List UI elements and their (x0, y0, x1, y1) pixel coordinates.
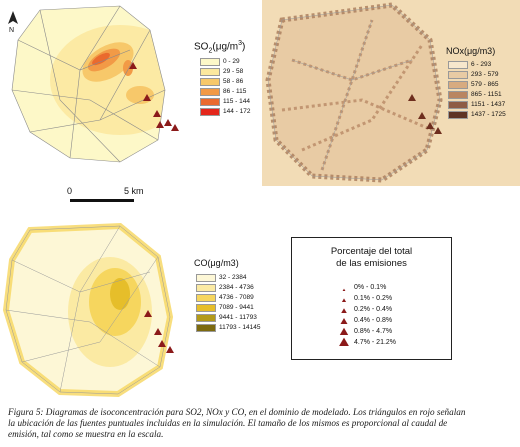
emissions-legend-label: 0% - 0.1% (354, 283, 387, 291)
nox-legend-label: 1437 - 1725 (471, 110, 506, 118)
north-label: N (9, 27, 15, 34)
so2-legend-title: SO2(μg/m3) (194, 40, 246, 55)
emissions-legend-label: 0.8% - 4.7% (354, 327, 393, 335)
so2-legend-row: 29 - 58 (200, 67, 243, 76)
nox-legend-row: 1437 - 1725 (448, 110, 506, 119)
north-arrow-icon (8, 11, 18, 24)
emissions-legend-label: 4.7% - 21.2% (354, 338, 397, 346)
co-legend-row: 32 - 2384 (196, 273, 246, 282)
nox-legend-swatch (448, 110, 468, 119)
co-legend-swatch (196, 303, 216, 312)
so2-legend-label: 86 - 115 (223, 87, 247, 95)
so2-legend-row: 0 - 29 (200, 57, 240, 66)
nox-legend-label: 865 - 1151 (471, 90, 502, 98)
so2-source-markers (129, 62, 179, 131)
scale-bar (70, 199, 134, 202)
nox-source-markers (408, 94, 442, 134)
nox-legend-swatch (448, 60, 468, 69)
emissions-legend-box: Porcentaje del total de las emisiones 0%… (291, 237, 452, 360)
nox-map-graphic (262, 0, 520, 186)
so2-legend-swatch (200, 97, 220, 106)
co-map-graphic (2, 222, 174, 398)
scale-start-label: 0 (67, 186, 73, 196)
co-legend-row: 7089 - 9441 (196, 303, 254, 312)
co-legend-title: CO(μg/m3) (194, 258, 239, 268)
emissions-legend-row: 4.7% - 21.2% (338, 337, 396, 347)
nox-legend-label: 1151 - 1437 (471, 100, 506, 108)
co-map (0, 222, 185, 402)
co-legend-label: 2384 - 4736 (219, 283, 254, 291)
caption-line-2: la ubicación de las fuentes puntuales in… (8, 418, 448, 428)
caption-line-3: emisión, tal como se muestra en la escal… (8, 429, 164, 439)
emissions-legend-label: 0.2% - 0.4% (354, 305, 393, 313)
so2-legend-swatch (200, 87, 220, 96)
so2-map (0, 0, 185, 180)
so2-legend-row: 58 - 86 (200, 77, 243, 86)
caption-line-1: Figura 5: Diagramas de isoconcentración … (8, 407, 466, 417)
so2-legend-label: 29 - 58 (223, 67, 244, 75)
so2-legend-label: 0 - 29 (223, 57, 240, 65)
nox-legend-row: 865 - 1151 (448, 90, 502, 99)
co-legend-swatch (196, 323, 216, 332)
emissions-legend-row: 0.1% - 0.2% (338, 293, 392, 303)
triangle-marker-icon (338, 315, 350, 325)
emissions-legend-row: 0.4% - 0.8% (338, 315, 392, 325)
co-legend-row: 11793 - 14145 (196, 323, 260, 332)
emissions-legend-row: 0.2% - 0.4% (338, 304, 392, 314)
nox-legend-row: 293 - 579 (448, 70, 498, 79)
emissions-legend-title-line1: Porcentaje del total (330, 246, 413, 257)
co-legend-row: 4736 - 7089 (196, 293, 254, 302)
triangle-marker-icon (338, 326, 350, 336)
so2-legend-label: 58 - 86 (223, 77, 244, 85)
emissions-legend-label: 0.1% - 0.2% (354, 294, 393, 302)
so2-legend-swatch (200, 77, 220, 86)
emissions-legend-row: 0% - 0.1% (338, 282, 386, 292)
so2-legend-row: 115 - 144 (200, 97, 250, 106)
so2-legend-label: 115 - 144 (223, 97, 250, 105)
co-legend-label: 32 - 2384 (219, 273, 247, 281)
so2-map-graphic (11, 5, 179, 163)
nox-legend-swatch (448, 90, 468, 99)
nox-legend-swatch (448, 70, 468, 79)
so2-legend-row: 144 - 172 (200, 107, 250, 116)
emissions-legend-label: 0.4% - 0.8% (354, 316, 393, 324)
co-legend-swatch (196, 313, 216, 322)
nox-legend-label: 579 - 865 (471, 80, 499, 88)
nox-legend-swatch (448, 100, 468, 109)
nox-legend-title: NOx(μg/m3) (446, 46, 496, 56)
triangle-marker-icon (338, 304, 350, 314)
so2-legend-swatch (200, 67, 220, 76)
figure-caption: Figura 5: Diagramas de isoconcentración … (8, 407, 514, 440)
so2-legend-row: 86 - 115 (200, 87, 246, 96)
emissions-legend-title-line2: de las emisiones (336, 258, 407, 269)
co-legend-swatch (196, 273, 216, 282)
so2-legend-label: 144 - 172 (223, 107, 251, 115)
triangle-marker-icon (338, 337, 350, 347)
co-legend-label: 11793 - 14145 (219, 323, 261, 331)
nox-legend-row: 1151 - 1437 (448, 100, 505, 109)
nox-legend-label: 293 - 579 (471, 70, 499, 78)
co-legend-swatch (196, 293, 216, 302)
nox-legend-swatch (448, 80, 468, 89)
nox-legend-row: 6 - 293 (448, 60, 491, 69)
nox-legend-label: 6 - 293 (471, 60, 492, 68)
co-legend-row: 9441 - 11793 (196, 313, 257, 322)
so2-legend-swatch (200, 107, 220, 116)
co-legend-label: 9441 - 11793 (219, 313, 257, 321)
scale-end-label: 5 km (124, 186, 144, 196)
nox-map (262, 0, 520, 186)
co-source-markers (144, 310, 174, 353)
co-legend-label: 4736 - 7089 (219, 293, 254, 301)
triangle-marker-icon (338, 293, 350, 303)
north-arrow: N (6, 10, 20, 36)
so2-legend-swatch (200, 57, 220, 66)
co-legend-swatch (196, 283, 216, 292)
co-legend-row: 2384 - 4736 (196, 283, 254, 292)
co-legend-label: 7089 - 9441 (219, 303, 254, 311)
emissions-legend-row: 0.8% - 4.7% (338, 326, 392, 336)
nox-legend-row: 579 - 865 (448, 80, 498, 89)
triangle-marker-icon (338, 282, 350, 292)
